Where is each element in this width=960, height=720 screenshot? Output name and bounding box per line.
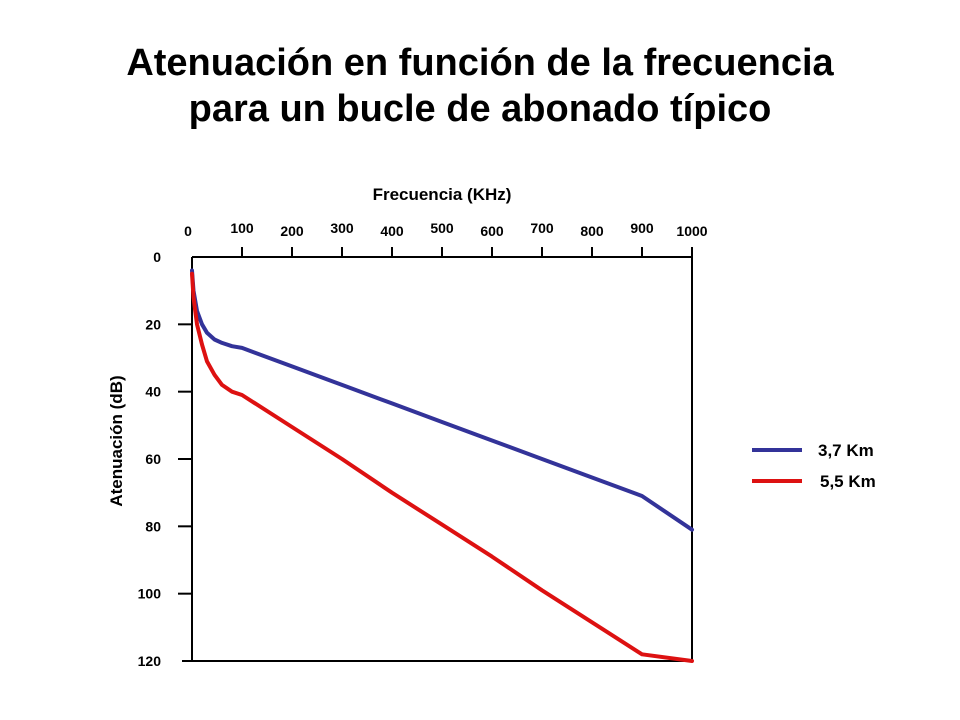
y-tick-label: 80 [145, 518, 161, 534]
chart-title: Atenuación en función de la frecuencia p… [0, 40, 960, 132]
series-line-1 [190, 268, 694, 532]
x-tick-label: 100 [230, 220, 254, 236]
y-tick-label: 100 [138, 586, 162, 602]
x-tick-label: 200 [280, 223, 304, 239]
x-tick-label: 600 [480, 223, 504, 239]
x-axis-label: Frecuencia (KHz) [373, 185, 512, 204]
x-tick-label: 800 [580, 223, 604, 239]
x-tick-label: 400 [380, 223, 404, 239]
legend-label: 3,7 Km [818, 441, 874, 460]
series-line-2 [190, 271, 694, 663]
x-tick-label: 700 [530, 220, 554, 236]
x-tick-label: 500 [430, 220, 454, 236]
chart-title-line-2: para un bucle de abonado típico [188, 88, 772, 130]
x-tick-label: 900 [630, 220, 654, 236]
y-tick-label: 120 [138, 653, 162, 669]
x-tick-label: 0 [184, 223, 192, 239]
x-tick-label: 300 [330, 220, 354, 236]
chart-title-line-1: Atenuación en función de la frecuencia [126, 42, 834, 84]
legend-label: 5,5 Km [820, 472, 876, 491]
y-tick-label: 40 [145, 384, 161, 400]
x-tick-label: 1000 [676, 223, 707, 239]
y-tick-label: 20 [145, 316, 161, 332]
y-tick-label: 60 [145, 451, 161, 467]
y-axis-label: Atenuación (dB) [107, 375, 126, 506]
y-tick-label: 0 [153, 249, 161, 265]
